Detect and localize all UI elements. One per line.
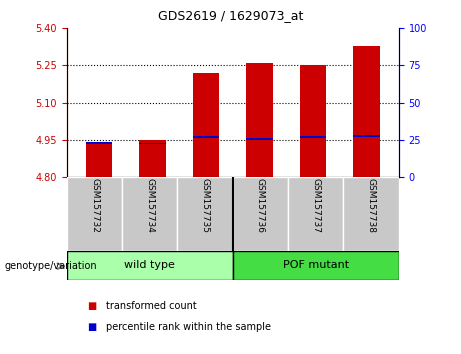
Bar: [67, 251, 233, 280]
Bar: [193, 73, 219, 177]
Bar: [343, 177, 399, 251]
Text: GSM157736: GSM157736: [256, 178, 265, 234]
Bar: [353, 135, 380, 137]
Text: wild type: wild type: [124, 261, 175, 270]
Bar: [300, 65, 326, 177]
Bar: [86, 142, 112, 177]
Bar: [233, 177, 288, 251]
Text: GSM157738: GSM157738: [366, 178, 376, 234]
Text: ■: ■: [88, 322, 97, 332]
Text: POF mutant: POF mutant: [283, 261, 349, 270]
Bar: [177, 177, 233, 251]
Bar: [86, 142, 112, 144]
Bar: [122, 177, 177, 251]
Text: percentile rank within the sample: percentile rank within the sample: [106, 322, 271, 332]
Bar: [67, 177, 122, 251]
Bar: [353, 46, 380, 177]
Text: GSM157734: GSM157734: [145, 178, 154, 233]
Text: genotype/variation: genotype/variation: [5, 261, 97, 271]
Bar: [139, 143, 166, 144]
Text: GSM157737: GSM157737: [311, 178, 320, 234]
Bar: [233, 251, 399, 280]
Bar: [288, 177, 343, 251]
Text: transformed count: transformed count: [106, 301, 197, 311]
Text: GSM157732: GSM157732: [90, 178, 99, 233]
Bar: [246, 138, 273, 140]
Bar: [139, 140, 166, 177]
Bar: [246, 63, 273, 177]
Bar: [300, 136, 326, 138]
Bar: [193, 136, 219, 138]
Text: GSM157735: GSM157735: [201, 178, 210, 234]
Text: GDS2619 / 1629073_at: GDS2619 / 1629073_at: [158, 9, 303, 22]
Text: ■: ■: [88, 301, 97, 311]
